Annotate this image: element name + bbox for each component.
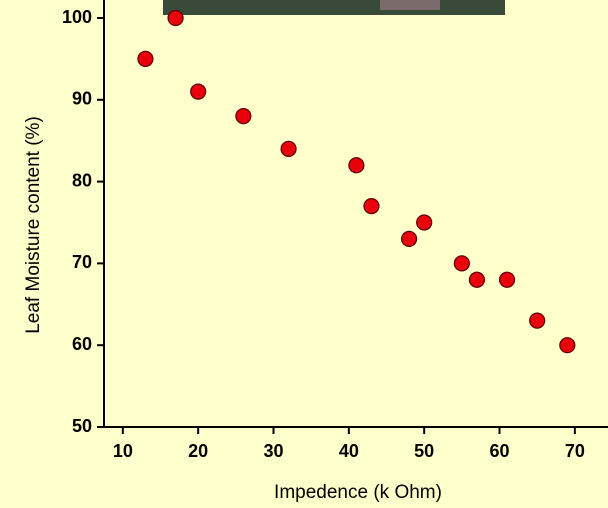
y-tick-label: 50 — [72, 416, 92, 436]
point — [167, 9, 184, 27]
x-axis-label: Impedence (k Ohm) — [274, 482, 442, 503]
y-tick-label: 60 — [72, 334, 92, 354]
y-tick-label: 100 — [62, 7, 92, 27]
point — [348, 157, 365, 174]
point — [453, 255, 470, 272]
point — [235, 108, 252, 125]
point — [363, 198, 380, 215]
point — [280, 140, 297, 157]
y-tick-label: 80 — [72, 170, 92, 190]
y-axis-label: Leaf Moisture content (%) — [23, 116, 44, 334]
point — [529, 312, 546, 329]
photo-detail — [380, 0, 440, 10]
x-tick-label: 20 — [188, 441, 208, 461]
point — [498, 271, 516, 288]
point — [401, 230, 418, 247]
x-tick-label: 70 — [565, 441, 585, 461]
point — [416, 214, 433, 231]
x-tick-label: 40 — [339, 441, 359, 461]
point — [559, 337, 576, 354]
x-tick-label: 10 — [113, 441, 133, 461]
x-tick-label: 60 — [490, 441, 510, 461]
photo-strip — [163, 0, 505, 15]
y-tick-label: 90 — [72, 89, 92, 109]
x-tick-label: 30 — [263, 441, 283, 461]
y-tick-label: 70 — [72, 252, 92, 272]
point — [190, 83, 207, 100]
x-tick-label: 50 — [414, 441, 434, 461]
point — [137, 50, 154, 68]
point — [468, 271, 486, 288]
